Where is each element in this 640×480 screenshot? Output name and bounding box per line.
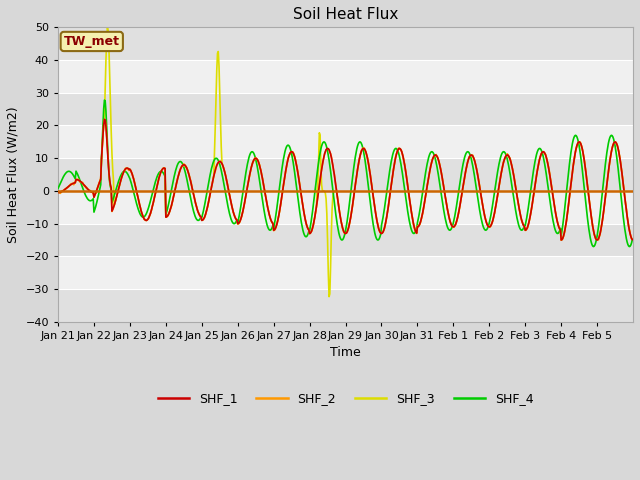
SHF_3 bbox=[438, 174, 446, 180]
SHF_1 bbox=[628, 237, 636, 242]
SHF_4 bbox=[100, 97, 108, 103]
SHF_3 bbox=[104, 25, 111, 31]
SHF_4 bbox=[228, 218, 236, 224]
SHF_3 bbox=[228, 203, 236, 208]
SHF_2 bbox=[122, 166, 130, 171]
SHF_2 bbox=[257, 165, 264, 171]
Bar bbox=[58, 289, 633, 322]
SHF_4 bbox=[278, 166, 285, 172]
SHF_3 bbox=[122, 166, 130, 171]
X-axis label: Time: Time bbox=[330, 347, 361, 360]
SHF_2 bbox=[557, 237, 565, 243]
SHF_2 bbox=[278, 193, 285, 199]
Line: SHF_3: SHF_3 bbox=[58, 28, 632, 297]
SHF_1 bbox=[278, 193, 285, 199]
Bar bbox=[58, 191, 633, 224]
Text: TW_met: TW_met bbox=[64, 35, 120, 48]
SHF_2 bbox=[228, 203, 236, 209]
SHF_3 bbox=[406, 199, 414, 205]
Bar bbox=[58, 60, 633, 93]
Bar bbox=[58, 125, 633, 158]
SHF_2 bbox=[438, 170, 445, 176]
SHF_1 bbox=[405, 193, 413, 199]
SHF_1 bbox=[54, 190, 62, 195]
SHF_4 bbox=[122, 169, 130, 175]
SHF_1 bbox=[557, 237, 565, 243]
SHF_3 bbox=[54, 190, 62, 195]
SHF_1 bbox=[257, 165, 264, 171]
Y-axis label: Soil Heat Flux (W/m2): Soil Heat Flux (W/m2) bbox=[7, 106, 20, 243]
Bar bbox=[58, 224, 633, 256]
SHF_4 bbox=[257, 182, 264, 188]
SHF_4 bbox=[589, 244, 597, 250]
SHF_3 bbox=[325, 294, 333, 300]
SHF_4 bbox=[628, 237, 636, 243]
Line: SHF_2: SHF_2 bbox=[58, 119, 632, 240]
Line: SHF_1: SHF_1 bbox=[58, 120, 632, 240]
SHF_1 bbox=[100, 117, 108, 122]
SHF_4 bbox=[438, 192, 445, 198]
SHF_2 bbox=[54, 189, 62, 195]
SHF_1 bbox=[122, 166, 130, 171]
SHF_3 bbox=[257, 165, 264, 171]
SHF_2 bbox=[628, 236, 636, 242]
SHF_2 bbox=[405, 193, 413, 199]
Bar bbox=[58, 93, 633, 125]
Legend: SHF_1, SHF_2, SHF_3, SHF_4: SHF_1, SHF_2, SHF_3, SHF_4 bbox=[153, 387, 538, 410]
Bar bbox=[58, 158, 633, 191]
SHF_4 bbox=[405, 217, 413, 223]
Bar bbox=[58, 27, 633, 60]
SHF_4 bbox=[54, 186, 62, 192]
SHF_2 bbox=[100, 116, 108, 122]
Bar bbox=[58, 256, 633, 289]
SHF_3 bbox=[628, 237, 636, 242]
SHF_1 bbox=[438, 170, 445, 176]
Title: Soil Heat Flux: Soil Heat Flux bbox=[293, 7, 398, 22]
SHF_1 bbox=[228, 203, 236, 208]
Line: SHF_4: SHF_4 bbox=[58, 100, 632, 247]
SHF_3 bbox=[278, 193, 285, 199]
